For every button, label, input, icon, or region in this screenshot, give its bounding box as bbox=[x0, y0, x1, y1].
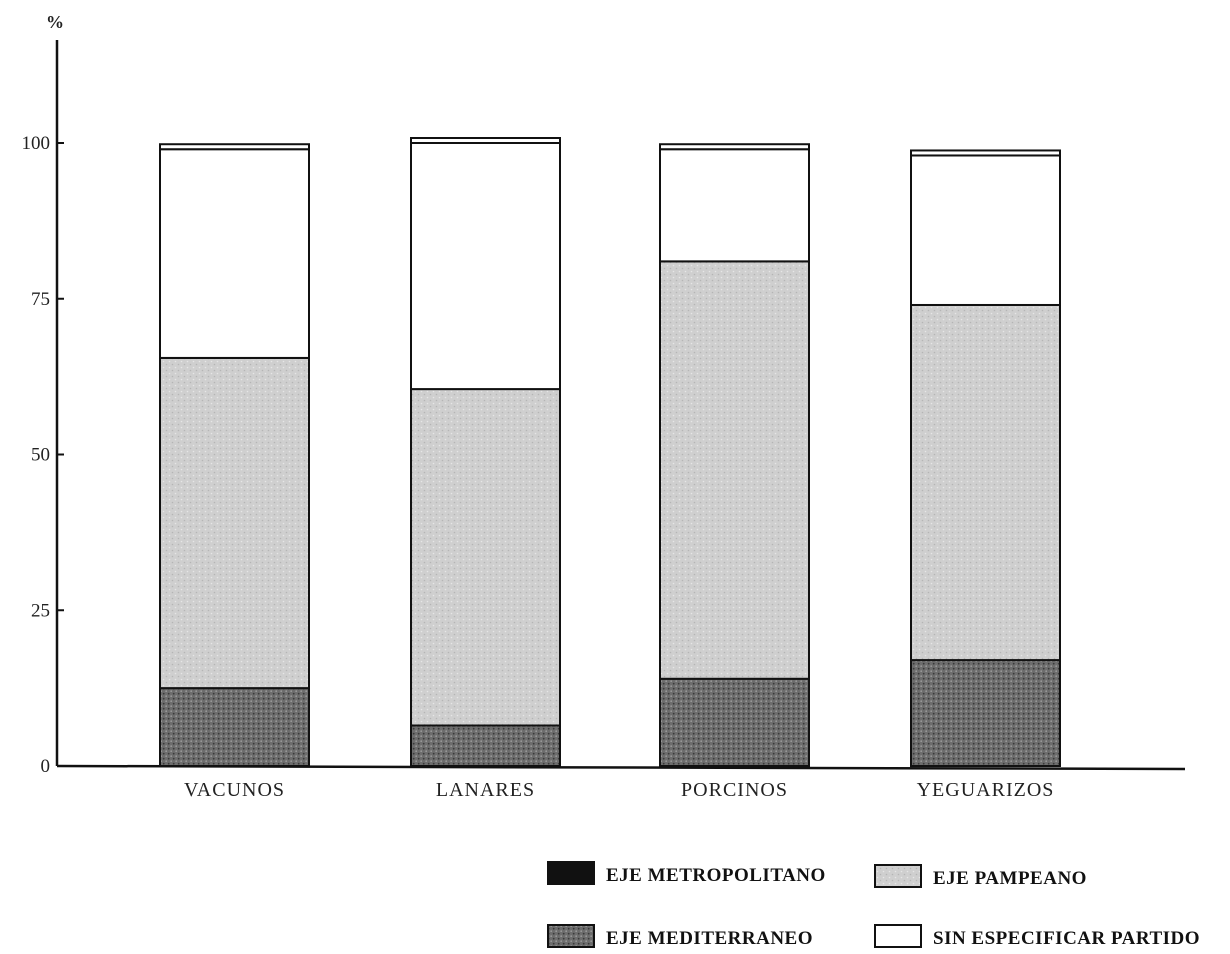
legend-label: EJE PAMPEANO bbox=[933, 868, 1087, 889]
legend-label: SIN ESPECIFICAR PARTIDO bbox=[933, 928, 1200, 949]
legend-swatch bbox=[547, 861, 595, 885]
legend-swatch bbox=[547, 924, 595, 948]
y-tick-label: 0 bbox=[41, 756, 51, 777]
bar-segment bbox=[659, 260, 810, 680]
bar-segment bbox=[159, 356, 310, 690]
legend-label: EJE METROPOLITANO bbox=[606, 865, 826, 886]
bar-cap bbox=[410, 137, 561, 144]
bar-segment bbox=[410, 724, 561, 768]
bar-segment bbox=[159, 148, 310, 359]
y-tick-label: 50 bbox=[31, 445, 50, 466]
x-tick-label: YEGUARIZOS bbox=[917, 779, 1055, 801]
x-tick-labels: VACUNOS LANARES PORCINOS YEGUARIZOS bbox=[184, 779, 1055, 801]
x-tick-label: VACUNOS bbox=[184, 779, 285, 801]
bar-cap bbox=[659, 143, 810, 151]
y-axis-unit-label: % bbox=[46, 12, 64, 32]
bar-cap bbox=[910, 149, 1061, 157]
legend-label: EJE MEDITERRANEO bbox=[606, 928, 813, 949]
bar-segment bbox=[410, 142, 561, 391]
x-tick-label: LANARES bbox=[436, 779, 535, 801]
y-ticks: 0 25 50 75 100 bbox=[22, 133, 64, 777]
bar-segment bbox=[159, 687, 310, 767]
y-tick-label: 75 bbox=[31, 289, 50, 310]
x-tick-label: PORCINOS bbox=[681, 779, 788, 801]
legend-swatch bbox=[874, 864, 922, 888]
bar-segment bbox=[659, 148, 810, 263]
legend-swatch bbox=[874, 924, 922, 948]
bar-cap bbox=[159, 143, 310, 151]
bar-segment bbox=[910, 154, 1061, 306]
y-tick-label: 100 bbox=[22, 133, 51, 154]
y-axis: % 0 25 50 75 100 bbox=[22, 12, 64, 777]
bar-segment bbox=[910, 659, 1061, 768]
bar-segment bbox=[410, 388, 561, 727]
x-axis: VACUNOS LANARES PORCINOS YEGUARIZOS bbox=[56, 764, 1186, 801]
legend: EJE METROPOLITANO EJE PAMPEANO EJE MEDITER… bbox=[547, 861, 1200, 949]
bar-segment bbox=[659, 677, 810, 768]
bars bbox=[159, 137, 1061, 768]
bar-segment bbox=[910, 303, 1061, 662]
y-tick-label: 25 bbox=[31, 600, 50, 621]
